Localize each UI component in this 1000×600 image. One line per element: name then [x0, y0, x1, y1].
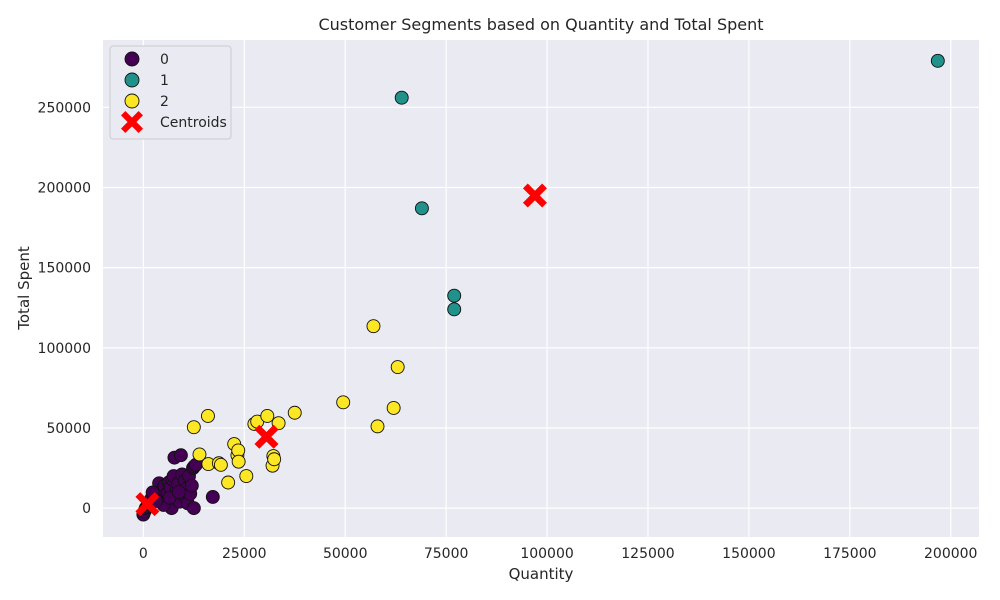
x-tick-label: 200000 [924, 546, 977, 562]
data-point-series-0 [184, 478, 199, 493]
data-point-series-2 [336, 395, 351, 410]
legend-label: Centroids [160, 115, 227, 131]
x-axis-label: Quantity [509, 565, 574, 583]
y-tick-label: 150000 [38, 261, 91, 277]
x-tick-label: 25000 [222, 546, 267, 562]
data-point-series-2 [186, 420, 201, 435]
chart-title: Customer Segments based on Quantity and … [318, 15, 763, 34]
data-point-series-1 [930, 53, 945, 68]
x-tick-label: 0 [139, 546, 148, 562]
legend-label: 0 [160, 52, 169, 68]
y-axis-label: Total Spent [15, 246, 33, 331]
x-tick-label: 75000 [424, 546, 469, 562]
data-point-series-2 [201, 409, 215, 423]
data-point-series-0 [171, 485, 186, 500]
data-point-series-2 [239, 469, 254, 484]
legend-marker-centroids [121, 111, 143, 133]
data-point-series-1 [447, 288, 462, 303]
data-point-series-2 [271, 416, 286, 431]
data-point-series-1 [414, 201, 429, 216]
data-point-series-2 [192, 447, 207, 462]
y-tick-label: 50000 [46, 421, 91, 437]
centroid-marker [254, 424, 279, 449]
x-tick-labels: 0 25000 50000 75000 100000 125000 150000 175000… [139, 546, 978, 562]
x-tick-label: 50000 [323, 546, 368, 562]
data-point-series-2 [213, 457, 228, 472]
y-tick-label: 0 [82, 501, 91, 517]
legend-marker-0 [124, 51, 140, 67]
data-point-series-2 [221, 475, 236, 490]
legend: 0 1 2 Centroids [109, 45, 232, 140]
data-point-series-2 [287, 405, 302, 420]
y-tick-label: 200000 [38, 180, 91, 196]
data-point-series-0 [186, 501, 201, 516]
data-point-series-0 [173, 448, 188, 463]
y-tick-label: 100000 [38, 341, 91, 357]
centroid-marker [522, 183, 547, 208]
legend-label: 1 [160, 73, 169, 89]
x-tick-label: 175000 [823, 546, 876, 562]
centroid-markers [135, 183, 547, 517]
data-point-series-2 [260, 409, 275, 423]
y-tick-label: 250000 [38, 100, 91, 116]
data-point-series-2 [366, 319, 381, 334]
data-point-series-2 [231, 454, 246, 469]
x-tick-label: 125000 [621, 546, 674, 562]
data-point-series-2 [390, 360, 405, 375]
data-point-series-2 [370, 419, 385, 434]
data-point-series-2 [386, 400, 401, 415]
data-point-series-0 [205, 489, 220, 504]
data-point-series-1 [447, 302, 462, 317]
y-tick-labels: 0 50000 100000 150000 200000 250000 [38, 100, 91, 517]
legend-marker-1 [124, 72, 140, 88]
data-point-series-2 [267, 452, 282, 467]
centroid-marker [135, 492, 160, 517]
x-tick-label: 100000 [520, 546, 573, 562]
x-tick-label: 150000 [722, 546, 775, 562]
legend-label: 2 [160, 94, 169, 110]
legend-marker-2 [124, 93, 140, 109]
plot-area [103, 40, 979, 537]
data-point-series-1 [394, 90, 409, 105]
